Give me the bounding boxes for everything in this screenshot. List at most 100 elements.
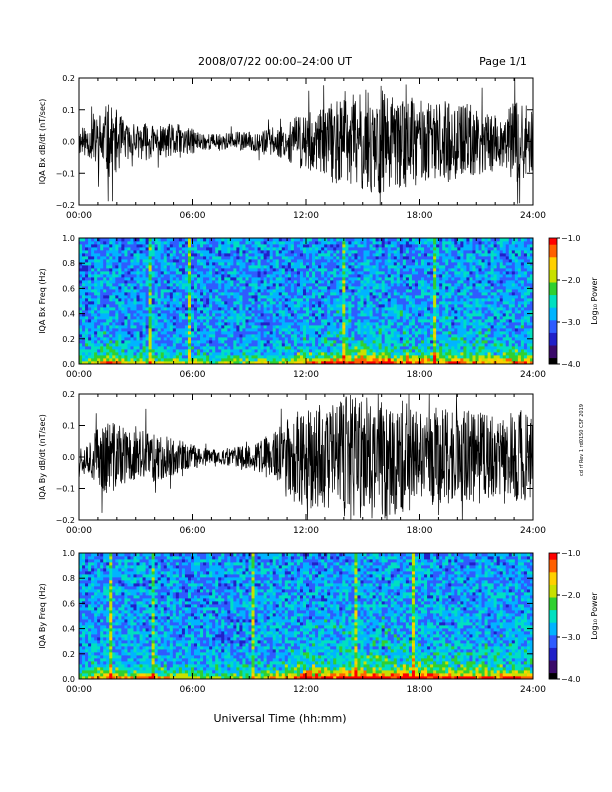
spectrogram-cell: [263, 334, 268, 338]
spectrogram-cell: [293, 247, 298, 251]
spectrogram-cell: [190, 253, 195, 257]
spectrogram-cell: [330, 256, 334, 260]
spectrogram-cell: [284, 325, 289, 329]
spectrogram-cell: [248, 289, 252, 293]
spectrogram-cell: [372, 247, 377, 251]
spectrogram-cell: [151, 361, 156, 365]
spectrogram-cell: [154, 292, 159, 296]
spectrogram-cell: [148, 319, 153, 323]
spectrogram-cell: [139, 313, 143, 317]
spectrogram-cell: [306, 268, 310, 272]
spectrogram-cell: [248, 352, 252, 356]
spectrogram-cell: [227, 352, 231, 356]
spectrogram-cell: [227, 244, 231, 248]
spectrogram-cell: [145, 319, 150, 323]
spectrogram-cell: [390, 316, 395, 320]
spectrogram-cell: [145, 277, 150, 281]
spectrogram-cell: [405, 313, 410, 317]
spectrogram-cell: [375, 277, 380, 281]
spectrogram-cell: [321, 280, 325, 284]
spectrogram-cell: [275, 346, 280, 350]
spectrogram-cell: [151, 286, 156, 290]
spectrogram-cell: [408, 307, 413, 311]
spectrogram-cell: [121, 253, 125, 257]
spectrogram-cell: [312, 322, 316, 326]
y-tick-label: −0.2: [56, 201, 75, 210]
spectrogram-cell: [263, 295, 268, 299]
spectrogram-cell: [257, 259, 261, 263]
spectrogram-cell: [227, 328, 231, 332]
spectrogram-cell: [378, 238, 383, 242]
spectrogram-cell: [215, 343, 219, 347]
spectrogram-cell: [333, 343, 337, 347]
spectrogram-cell: [181, 268, 186, 272]
spectrogram-cell: [236, 346, 240, 350]
spectrogram-cell: [312, 298, 316, 302]
spectrogram-cell: [417, 319, 422, 323]
spectrogram-cell: [106, 322, 110, 326]
spectrogram-cell: [275, 295, 280, 299]
spectrogram-cell: [106, 310, 110, 314]
spectrogram-cell: [103, 295, 107, 299]
spectrogram-cell: [142, 334, 146, 338]
spectrogram-cell: [124, 319, 128, 323]
spectrogram-cell: [79, 325, 83, 329]
spectrogram-cell: [184, 247, 189, 251]
spectrogram-cell: [309, 322, 313, 326]
spectrogram-cell: [396, 307, 401, 311]
spectrogram-cell: [121, 265, 125, 269]
spectrogram-cell: [190, 313, 195, 317]
spectrogram-cell: [430, 241, 434, 245]
spectrogram-cell: [145, 241, 150, 245]
spectrogram-cell: [151, 238, 156, 242]
spectrogram-cell: [115, 340, 119, 344]
spectrogram-cell: [427, 328, 431, 332]
spectrogram-cell: [248, 241, 252, 245]
spectrogram-cell: [194, 274, 198, 278]
spectrogram-cell: [79, 271, 83, 275]
spectrogram-cell: [139, 265, 143, 269]
spectrogram-cell: [327, 298, 331, 302]
spectrogram-cell: [315, 307, 319, 311]
spectrogram-cell: [139, 343, 143, 347]
spectrogram-cell: [324, 328, 328, 332]
spectrogram-cell: [396, 238, 401, 242]
spectrogram-cell: [209, 310, 213, 314]
spectrogram-cell: [178, 322, 183, 326]
spectrogram-cell: [293, 322, 298, 326]
spectrogram-cell: [299, 304, 304, 308]
spectrogram-cell: [333, 322, 337, 326]
spectrogram-cell: [384, 244, 389, 248]
spectrogram-cell: [357, 334, 361, 338]
spectrogram-cell: [296, 358, 301, 362]
spectrogram-cell: [330, 241, 334, 245]
spectrogram-cell: [127, 358, 131, 362]
spectrogram-cell: [369, 307, 373, 311]
spectrogram-cell: [230, 241, 234, 245]
spectrogram-cell: [399, 352, 404, 356]
spectrogram-cell: [269, 319, 274, 323]
spectrogram-cell: [330, 361, 334, 365]
spectrogram-cell: [91, 298, 95, 302]
spectrogram-cell: [248, 292, 252, 296]
spectrogram-cell: [372, 334, 377, 338]
spectrogram-cell: [218, 271, 222, 275]
spectrogram-cell: [233, 322, 237, 326]
spectrogram-cell: [375, 343, 380, 347]
spectrogram-cell: [399, 283, 404, 287]
spectrogram-cell: [130, 340, 134, 344]
spectrogram-cell: [103, 244, 107, 248]
spectrogram-cell: [278, 316, 283, 320]
spectrogram-cell: [318, 295, 322, 299]
bx-waveform-panel: 00:00 06:00 12:00 18:00 24:000.20.10.0−0.1−0…: [38, 74, 546, 221]
spectrogram-cell: [248, 304, 252, 308]
spectrogram-cell: [88, 310, 92, 314]
spectrogram-cell: [239, 274, 243, 278]
spectrogram-cell: [209, 325, 213, 329]
spectrogram-cell: [275, 271, 280, 275]
spectrogram-cell: [257, 340, 261, 344]
spectrogram-cell: [233, 304, 237, 308]
spectrogram-cell: [194, 283, 198, 287]
spectrogram-cell: [218, 283, 222, 287]
spectrogram-cell: [278, 253, 283, 257]
